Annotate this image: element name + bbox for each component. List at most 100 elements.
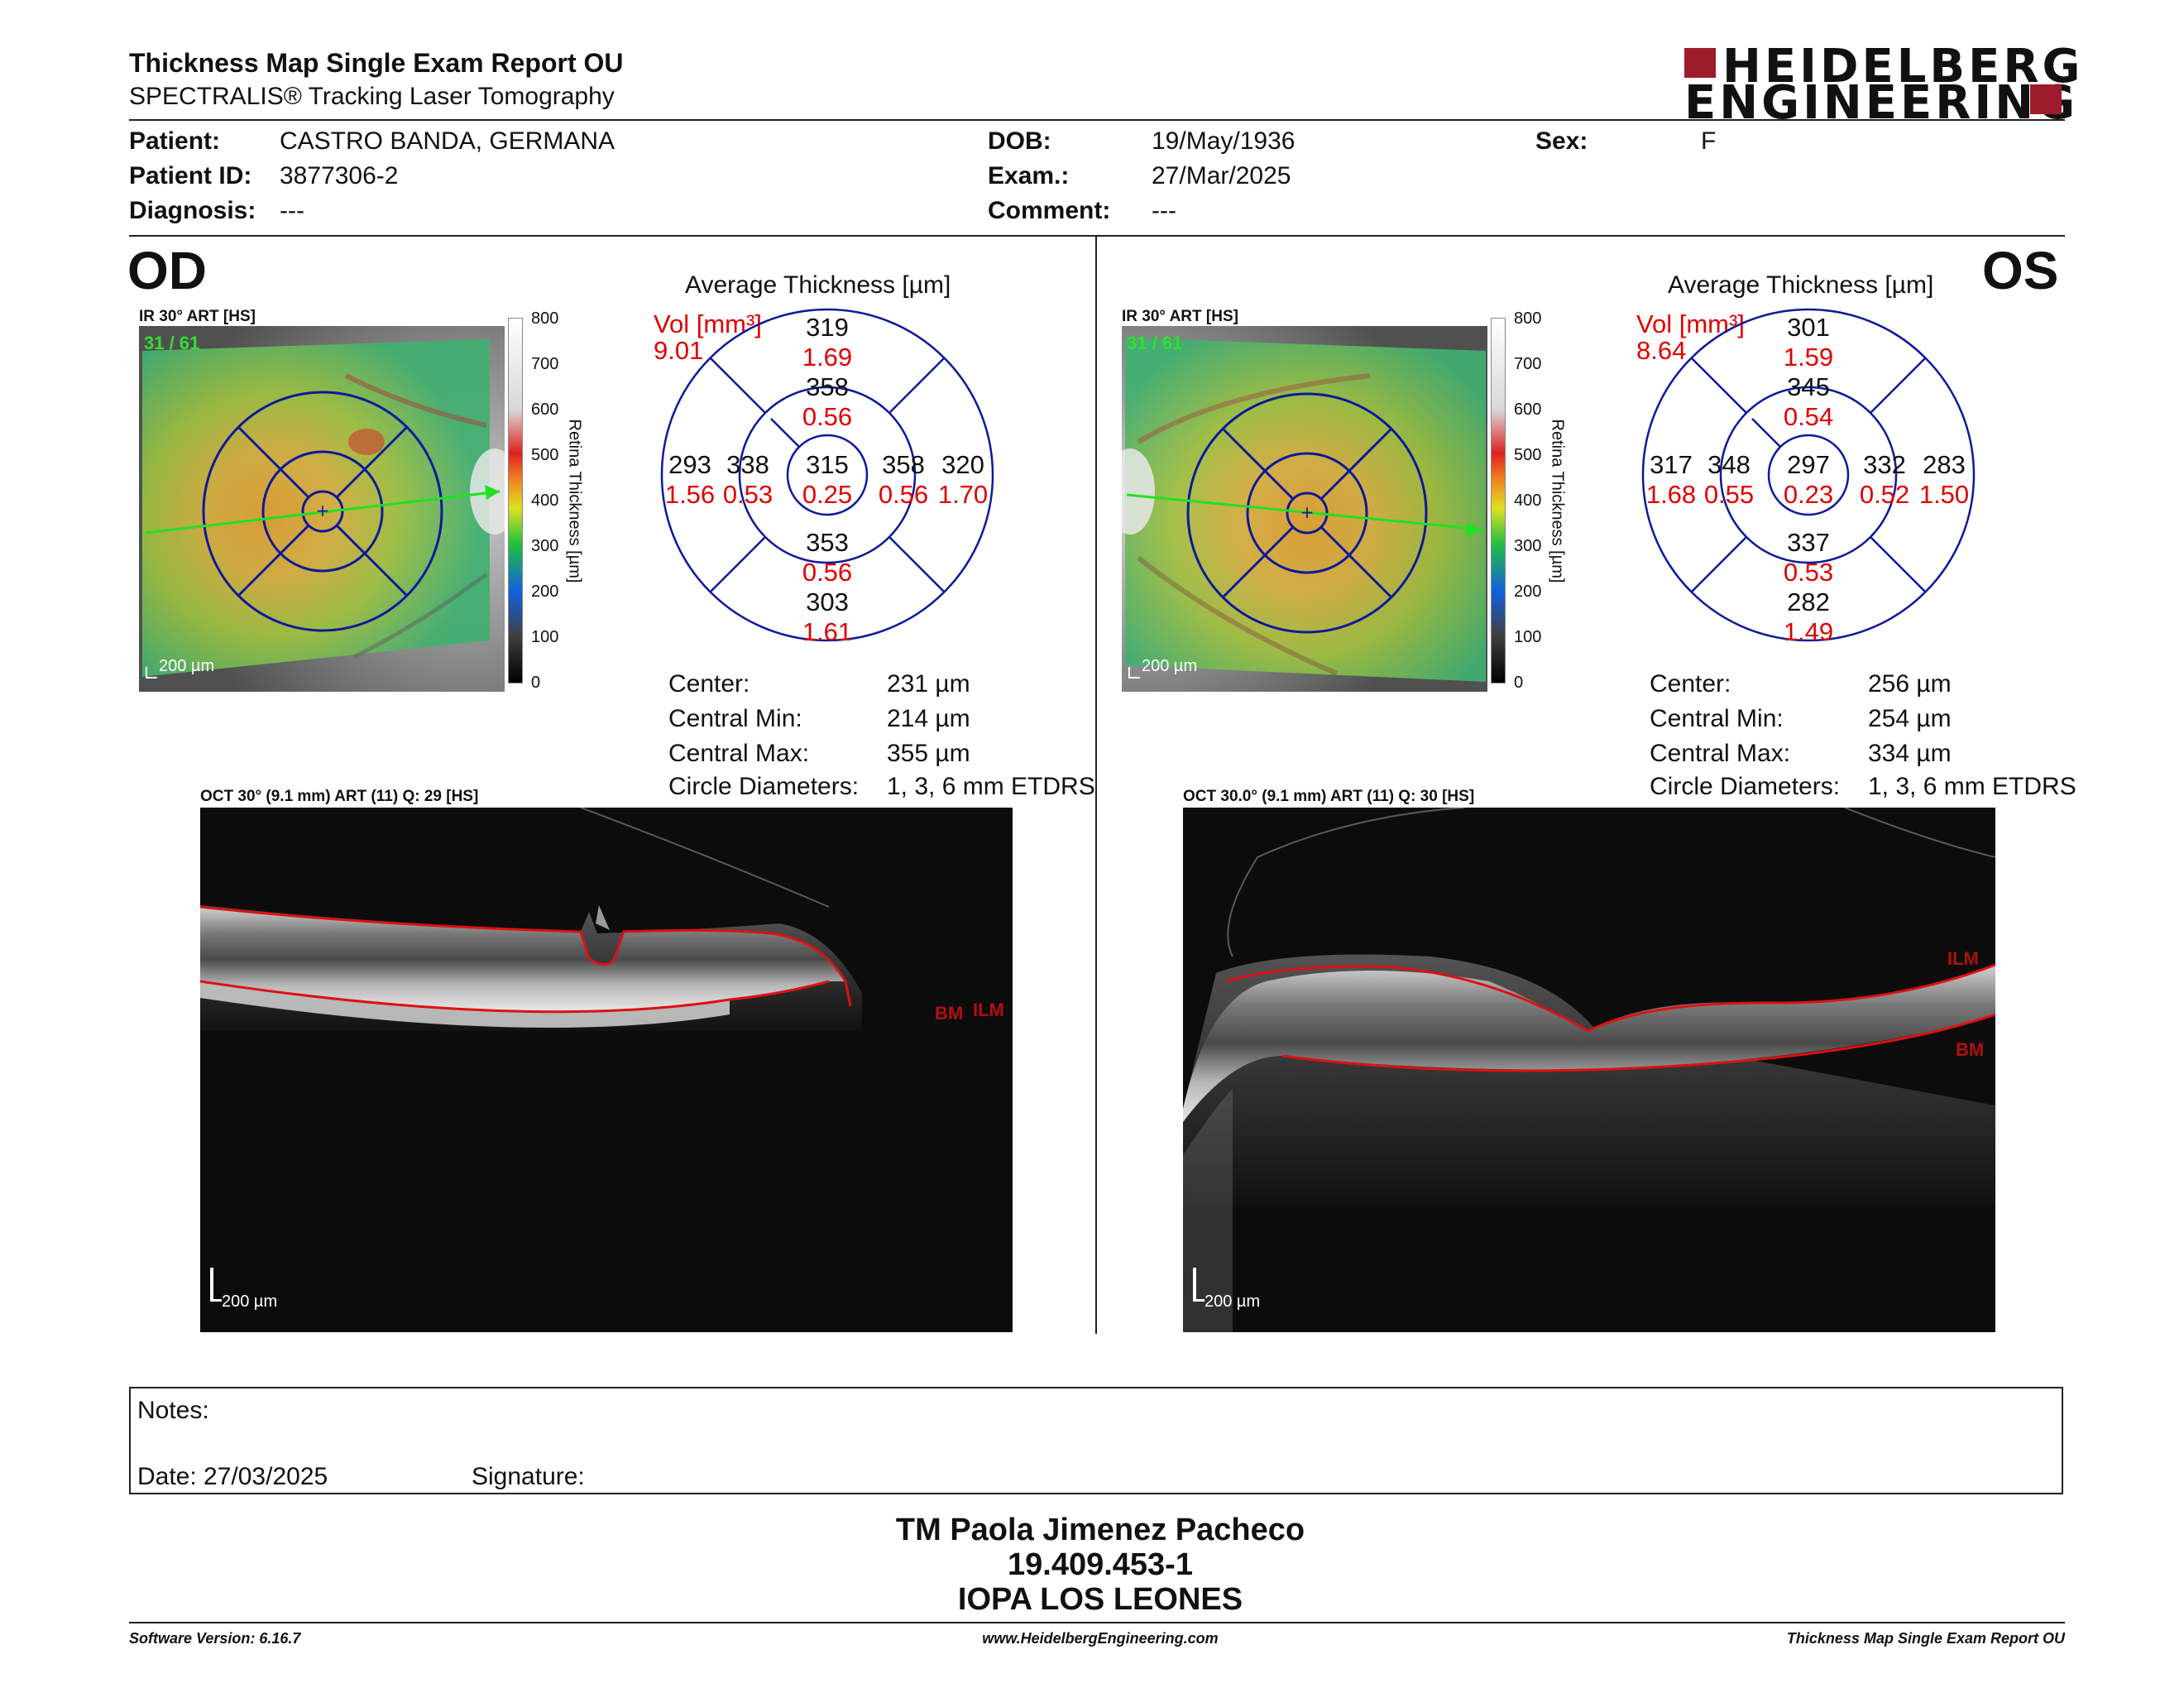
os-etdrs-chart	[1641, 308, 1976, 642]
exam-label: Exam.:	[988, 162, 1070, 189]
os-min-label: Central Min:	[1650, 705, 1784, 732]
software-version: Software Version: 6.16.7	[129, 1630, 301, 1647]
od-frame-count: 31 / 61	[144, 333, 200, 353]
od-outer-nasal-vol: 1.70	[937, 480, 989, 509]
od-oct-scale: 200 µm	[222, 1292, 278, 1311]
os-center-value: 256 µm	[1868, 670, 1952, 698]
os-outer-inf-vol: 1.49	[1783, 617, 1834, 646]
os-center-thickness: 297	[1787, 450, 1830, 479]
os-bm-label: BM	[1956, 1039, 1985, 1060]
os-oct-scale: 200 µm	[1205, 1292, 1261, 1311]
diagnosis-value: ---	[280, 197, 304, 224]
os-scale-bar	[1128, 667, 1140, 679]
od-outer-inf-thickness: 303	[806, 587, 849, 616]
od-inner-sup-thickness: 358	[806, 372, 849, 401]
od-inner-inf-vol: 0.56	[802, 558, 853, 587]
od-colorbar-label: Retina Thickness [µm]	[565, 419, 584, 583]
os-oct-image: ILM BM 200 µm	[1183, 808, 1995, 1332]
os-inner-inf-vol: 0.53	[1783, 558, 1834, 587]
report-subtitle: SPECTRALIS® Tracking Laser Tomography	[129, 83, 615, 110]
os-inner-temp-vol: 0.55	[1703, 480, 1755, 509]
os-outer-inf-thickness: 282	[1787, 587, 1830, 616]
od-fundus-scale: 200 µm	[159, 657, 215, 675]
signer-org: IOPA LOS LEONES	[957, 1582, 1243, 1617]
od-avg-title: Average Thickness [µm]	[685, 271, 951, 299]
od-oct-scale-bar	[210, 1268, 213, 1301]
dob-label: DOB:	[988, 127, 1051, 155]
os-ir-label: IR 30° ART [HS]	[1122, 308, 1238, 325]
od-outer-inf-vol: 1.61	[802, 617, 853, 646]
os-circ-value: 1, 3, 6 mm ETDRS	[1868, 773, 2076, 800]
notes-date: Date: 27/03/2025	[137, 1463, 328, 1490]
od-center-vol: 0.25	[802, 480, 853, 509]
os-eye-label: OS	[1982, 241, 2059, 300]
os-colorbar-label: Retina Thickness [µm]	[1548, 419, 1567, 583]
os-ilm-label: ILM	[1947, 948, 1979, 969]
os-avg-title: Average Thickness [µm]	[1668, 271, 1934, 299]
od-scale-bar	[146, 667, 157, 679]
diagnosis-label: Diagnosis:	[129, 197, 256, 224]
od-oct-image: BM ILM 200 µm	[200, 808, 1013, 1332]
svg-text:+: +	[1300, 502, 1315, 522]
patient-label: Patient:	[129, 127, 221, 155]
od-eye-label: OD	[127, 241, 207, 300]
notes-label: Notes:	[137, 1397, 209, 1424]
report-title: Thickness Map Single Exam Report OU	[129, 48, 624, 78]
od-outer-temp-thickness: 293	[668, 450, 711, 479]
os-inner-sup-vol: 0.54	[1783, 402, 1834, 431]
exam-value: 27/Mar/2025	[1152, 162, 1291, 189]
patient-id-label: Patient ID:	[129, 162, 252, 189]
od-inner-inf-thickness: 353	[806, 528, 849, 557]
notes-box[interactable]: Notes: Date: 27/03/2025 Signature:	[129, 1387, 2063, 1494]
os-outer-temp-vol: 1.68	[1645, 480, 1697, 509]
os-min-value: 254 µm	[1868, 705, 1952, 732]
od-inner-nasal-vol: 0.56	[878, 480, 929, 509]
os-inner-inf-thickness: 337	[1787, 528, 1830, 557]
od-inner-temp-thickness: 338	[726, 450, 769, 479]
od-vol-value: 9.01	[654, 336, 704, 365]
os-outer-temp-thickness: 317	[1650, 450, 1693, 479]
od-ilm-label: ILM	[973, 1000, 1004, 1020]
od-inner-nasal-thickness: 358	[882, 450, 925, 479]
patient-name: CASTRO BANDA, GERMANA	[280, 127, 615, 155]
footer-report-name: Thickness Map Single Exam Report OU	[1786, 1630, 2065, 1647]
od-etdrs-chart	[660, 308, 994, 642]
os-center-label: Center:	[1650, 670, 1731, 698]
od-min-label: Central Min:	[668, 705, 802, 732]
os-inner-nasal-vol: 0.52	[1859, 480, 1910, 509]
od-vol-label: Vol [mm³]	[654, 309, 762, 338]
od-inner-temp-vol: 0.53	[722, 480, 774, 509]
os-max-value: 334 µm	[1868, 740, 1952, 767]
os-circ-label: Circle Diameters:	[1650, 773, 1841, 800]
od-outer-temp-vol: 1.56	[664, 480, 716, 509]
website-link[interactable]: www.HeidelbergEngineering.com	[982, 1630, 1219, 1647]
od-outer-nasal-thickness: 320	[941, 450, 984, 479]
os-outer-sup-thickness: 301	[1787, 313, 1830, 342]
os-vol-value: 8.64	[1636, 336, 1687, 365]
os-center-vol: 0.23	[1783, 480, 1834, 509]
os-frame-count: 31 / 61	[1127, 333, 1183, 353]
od-center-value: 231 µm	[887, 670, 970, 698]
comment-value: ---	[1152, 197, 1176, 224]
sex-value: F	[1701, 127, 1717, 155]
signature-label: Signature:	[472, 1463, 585, 1490]
od-min-value: 214 µm	[887, 705, 970, 732]
signer-rut: 19.409.453-1	[1008, 1547, 1193, 1582]
patient-id: 3877306-2	[280, 162, 399, 189]
os-oct-scale-bar	[1193, 1268, 1196, 1301]
dob-value: 19/May/1936	[1152, 127, 1296, 155]
os-colorbar: 800 700 600 500 400 300 200 100 0 Retina…	[1491, 309, 1590, 692]
sex-label: Sex:	[1535, 127, 1588, 155]
od-outer-sup-vol: 1.69	[802, 343, 853, 372]
od-max-label: Central Max:	[668, 740, 810, 767]
os-oct-label: OCT 30.0° (9.1 mm) ART (11) Q: 30 [HS]	[1183, 788, 1475, 805]
os-outer-sup-vol: 1.59	[1783, 343, 1834, 372]
svg-text:+: +	[316, 501, 330, 520]
od-max-value: 355 µm	[887, 740, 970, 767]
od-circ-value: 1, 3, 6 mm ETDRS	[887, 773, 1095, 800]
od-inner-sup-vol: 0.56	[802, 402, 853, 431]
od-fundus-image: + 31 / 61 200 µm	[139, 326, 505, 692]
od-outer-sup-thickness: 319	[806, 313, 849, 342]
os-vol-label: Vol [mm³]	[1636, 309, 1745, 338]
os-fundus-scale: 200 µm	[1142, 657, 1198, 675]
